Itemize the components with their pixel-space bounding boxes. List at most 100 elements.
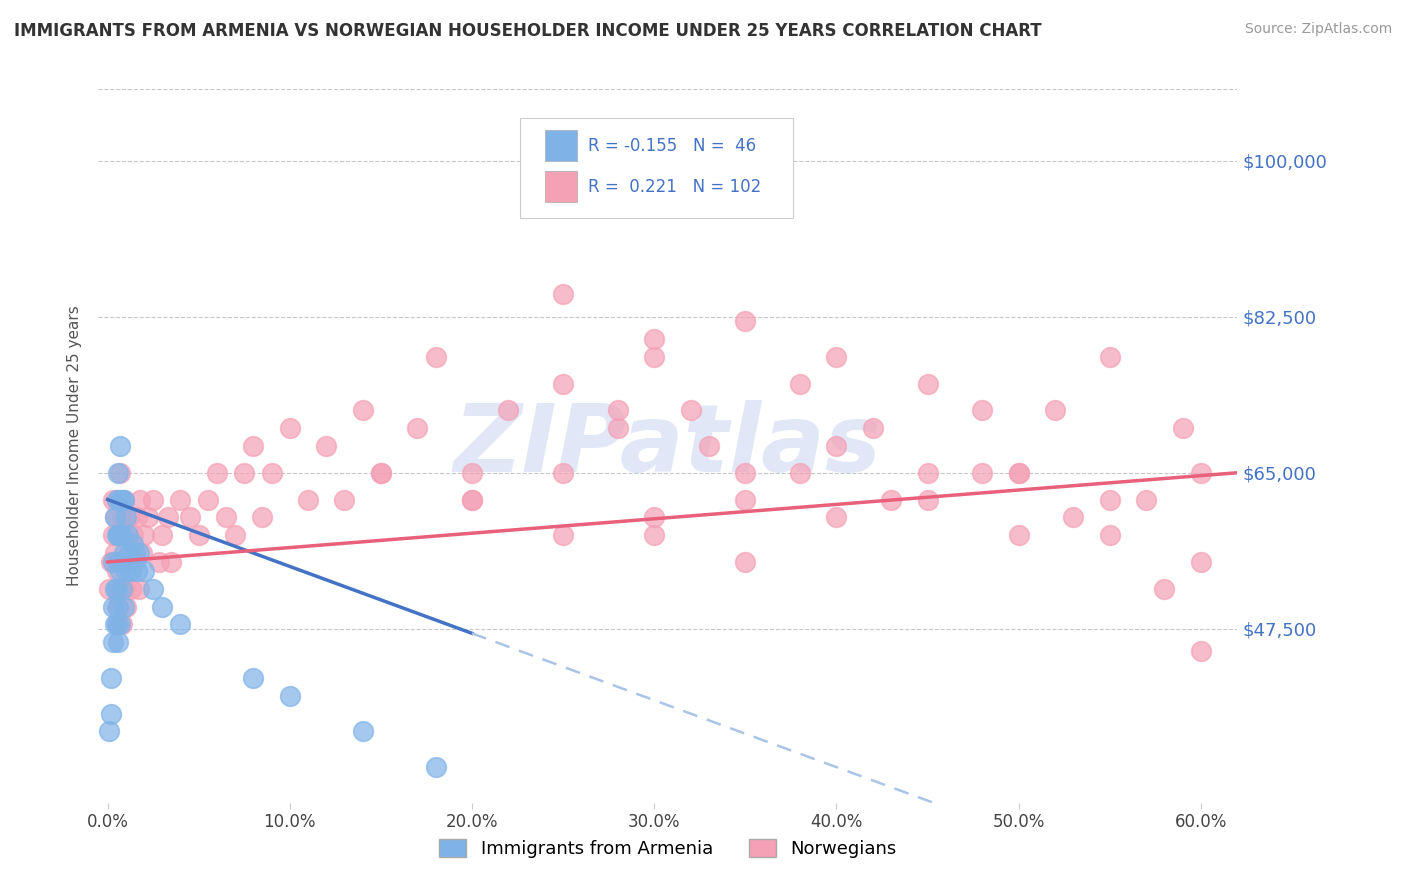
Point bbox=[1007, 528, 1029, 542]
Point bbox=[104, 582, 127, 596]
Point bbox=[825, 439, 848, 453]
Point bbox=[917, 376, 939, 391]
Point bbox=[111, 555, 134, 569]
Point bbox=[734, 555, 756, 569]
Point bbox=[125, 564, 148, 578]
Point bbox=[461, 466, 484, 480]
Point bbox=[352, 403, 374, 417]
Point bbox=[789, 466, 811, 480]
Point bbox=[142, 582, 165, 596]
Point bbox=[129, 492, 152, 507]
Point bbox=[110, 528, 132, 542]
Point bbox=[110, 582, 132, 596]
Point bbox=[242, 671, 264, 685]
Text: IMMIGRANTS FROM ARMENIA VS NORWEGIAN HOUSEHOLDER INCOME UNDER 25 YEARS CORRELATI: IMMIGRANTS FROM ARMENIA VS NORWEGIAN HOU… bbox=[14, 22, 1042, 40]
Point bbox=[734, 492, 756, 507]
Point bbox=[1153, 582, 1175, 596]
Point bbox=[107, 599, 129, 614]
Point bbox=[1098, 492, 1121, 507]
Point bbox=[315, 439, 337, 453]
Point bbox=[105, 599, 128, 614]
Point bbox=[150, 528, 173, 542]
Point bbox=[107, 528, 129, 542]
Point bbox=[278, 689, 301, 703]
Point bbox=[131, 546, 153, 560]
Point bbox=[197, 492, 219, 507]
Point bbox=[551, 287, 574, 301]
Point bbox=[111, 492, 134, 507]
Legend: Immigrants from Armenia, Norwegians: Immigrants from Armenia, Norwegians bbox=[432, 831, 904, 865]
Point bbox=[972, 403, 994, 417]
Point bbox=[111, 617, 134, 632]
Point bbox=[187, 528, 209, 542]
Point bbox=[643, 332, 665, 346]
Point bbox=[917, 492, 939, 507]
Point bbox=[124, 546, 146, 560]
Point bbox=[105, 582, 128, 596]
Point bbox=[148, 555, 170, 569]
Point bbox=[150, 599, 173, 614]
Point bbox=[98, 582, 121, 596]
Point bbox=[551, 528, 574, 542]
Point bbox=[461, 492, 484, 507]
Point bbox=[132, 564, 155, 578]
Point bbox=[679, 403, 702, 417]
Point bbox=[107, 528, 129, 542]
Point bbox=[107, 466, 129, 480]
Point bbox=[104, 510, 127, 524]
Point bbox=[825, 510, 848, 524]
Point bbox=[104, 617, 127, 632]
Point bbox=[142, 492, 165, 507]
Point bbox=[118, 546, 141, 560]
Point bbox=[101, 599, 124, 614]
Point bbox=[128, 546, 150, 560]
Point bbox=[370, 466, 392, 480]
Point bbox=[110, 564, 132, 578]
Point bbox=[114, 599, 136, 614]
Point bbox=[117, 528, 139, 542]
Text: R =  0.221   N = 102: R = 0.221 N = 102 bbox=[588, 178, 762, 195]
Point bbox=[112, 492, 135, 507]
Point bbox=[100, 706, 122, 721]
Point bbox=[224, 528, 246, 542]
Point bbox=[643, 350, 665, 364]
Point bbox=[105, 528, 128, 542]
Point bbox=[110, 492, 132, 507]
Point bbox=[1007, 466, 1029, 480]
Point bbox=[643, 528, 665, 542]
Point bbox=[333, 492, 356, 507]
Point bbox=[128, 582, 150, 596]
Point bbox=[114, 528, 136, 542]
Point bbox=[122, 537, 145, 551]
Point bbox=[112, 582, 135, 596]
Point bbox=[179, 510, 201, 524]
Point bbox=[107, 555, 129, 569]
Point bbox=[972, 466, 994, 480]
Point bbox=[120, 564, 142, 578]
Point bbox=[252, 510, 274, 524]
Point bbox=[104, 546, 127, 560]
Point bbox=[105, 564, 128, 578]
Point bbox=[260, 466, 283, 480]
Point bbox=[205, 466, 228, 480]
FancyBboxPatch shape bbox=[546, 130, 576, 161]
Point bbox=[100, 671, 122, 685]
Point bbox=[498, 403, 520, 417]
Point bbox=[160, 555, 183, 569]
Point bbox=[107, 635, 129, 649]
Point bbox=[297, 492, 319, 507]
Point bbox=[825, 350, 848, 364]
Point bbox=[101, 492, 124, 507]
Point bbox=[734, 466, 756, 480]
Text: R = -0.155   N =  46: R = -0.155 N = 46 bbox=[588, 136, 756, 154]
Point bbox=[117, 555, 139, 569]
FancyBboxPatch shape bbox=[520, 118, 793, 218]
Point bbox=[1098, 350, 1121, 364]
Point bbox=[118, 510, 141, 524]
Point bbox=[105, 492, 128, 507]
Point bbox=[1043, 403, 1066, 417]
Point bbox=[105, 492, 128, 507]
Text: ZIPatlas: ZIPatlas bbox=[454, 400, 882, 492]
Point bbox=[101, 528, 124, 542]
Point bbox=[169, 492, 191, 507]
